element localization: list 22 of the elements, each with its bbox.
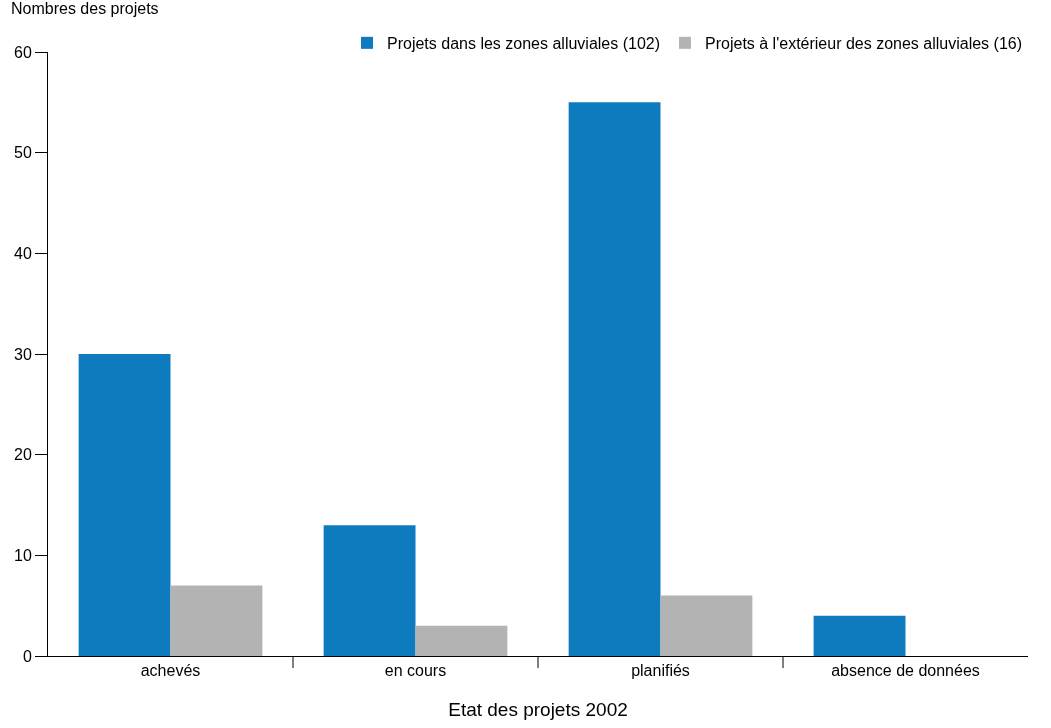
y-tick-label: 60 xyxy=(14,43,32,61)
legend-label: Projets dans les zones alluviales (102) xyxy=(387,35,661,53)
bar xyxy=(813,615,906,656)
y-tick-label: 20 xyxy=(14,446,32,464)
bar xyxy=(78,354,171,656)
y-tick-label: 40 xyxy=(14,244,32,262)
x-tick-label: achevés xyxy=(140,662,201,680)
x-axis-title: Etat des projets 2002 xyxy=(448,699,628,720)
bar xyxy=(568,102,661,656)
bar xyxy=(170,585,263,656)
bar xyxy=(323,525,416,656)
y-tick-label: 50 xyxy=(14,144,32,162)
x-tick-label: planifiés xyxy=(631,662,690,680)
bar xyxy=(660,595,753,656)
legend-label: Projets à l'extérieur des zones alluviales (16) xyxy=(705,35,1023,53)
y-tick-label: 30 xyxy=(14,345,32,363)
bar xyxy=(415,625,508,656)
y-tick-label: 0 xyxy=(22,647,32,665)
x-tick-label: absence de données xyxy=(831,662,980,680)
y-axis-title: Nombres des projets xyxy=(11,0,159,17)
y-tick-label: 10 xyxy=(14,546,32,564)
x-tick-label: en cours xyxy=(384,662,447,680)
